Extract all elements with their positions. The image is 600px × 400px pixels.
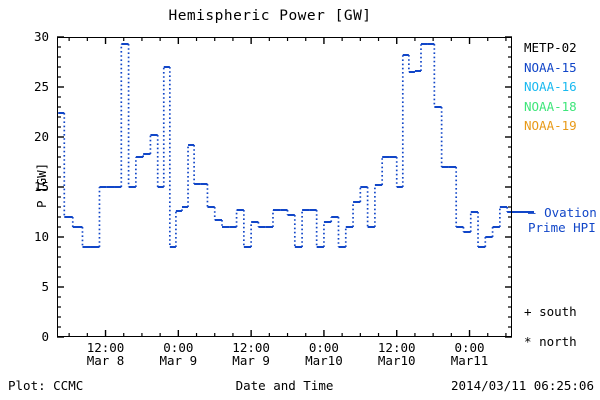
y-tick-label: 10 xyxy=(33,229,49,244)
legend-markers: + south * north xyxy=(524,297,577,357)
x-tick-date: Mar10 xyxy=(305,353,343,368)
y-tick-label: 5 xyxy=(41,279,49,294)
legend-ovation-prime: — Ovation Prime HPI xyxy=(528,205,597,235)
legend-marker-glyph: * xyxy=(524,334,540,349)
x-tick-label: 12:00 Mar10 xyxy=(357,341,437,367)
legend-entry-noaa-16: NOAA-16 xyxy=(524,79,577,95)
legend-ovation-label-line2: Prime HPI xyxy=(528,219,596,235)
legend-marker-label: north xyxy=(539,334,577,349)
data-series-group xyxy=(58,43,534,248)
plot-timestamp: 2014/03/11 06:25:06 xyxy=(451,378,594,393)
y-tick-label: 20 xyxy=(33,129,49,144)
page-title: Hemispheric Power [GW] xyxy=(168,8,372,24)
legend-entry-noaa-19: NOAA-19 xyxy=(524,118,577,134)
x-tick-date: Mar 9 xyxy=(159,353,198,368)
legend-entry-noaa-18: NOAA-18 xyxy=(524,98,577,114)
x-tick-time: 12:00 xyxy=(86,340,125,355)
x-axis-label: Date and Time xyxy=(235,378,334,393)
x-tick-date: Mar 8 xyxy=(86,353,125,368)
plot-frame: P [GW] xyxy=(34,37,512,337)
y-tick-label: 0 xyxy=(41,329,49,344)
y-tick-label: 25 xyxy=(33,79,49,94)
x-tick-label: 12:00 Mar 9 xyxy=(211,341,291,367)
plot-credit: Plot: CCMC xyxy=(8,378,84,393)
legend-entry-metp-02: METP-02 xyxy=(524,40,577,55)
x-tick-time: 0:00 xyxy=(454,340,485,355)
x-tick-time: 0:00 xyxy=(163,340,194,355)
legend-marker-label: south xyxy=(539,304,577,319)
x-tick-date: Mar 9 xyxy=(232,353,270,368)
x-tick-label: 0:00 Mar 9 xyxy=(138,341,218,367)
y-tick-label: 30 xyxy=(33,29,49,44)
legend-marker-south: + south xyxy=(524,297,577,327)
y-tick-label: 15 xyxy=(33,179,49,194)
x-tick-date: Mar11 xyxy=(450,353,489,368)
legend-marker-north: * north xyxy=(524,327,577,357)
legend-ovation-label-line1: Ovation xyxy=(544,205,597,220)
x-tick-time: 12:00 xyxy=(377,340,416,355)
legend-ovation-dash: — xyxy=(528,205,537,220)
legend-marker-glyph: + xyxy=(524,304,540,319)
legend-entry-noaa-15: NOAA-15 xyxy=(524,59,577,75)
x-tick-date: Mar10 xyxy=(377,353,416,368)
x-tick-label: 0:00 Mar10 xyxy=(284,341,364,367)
legend-satellites: METP-02 NOAA-15 NOAA-16 NOAA-18 NOAA-19 xyxy=(524,38,577,136)
x-tick-label: 12:00 Mar 8 xyxy=(66,341,146,367)
x-tick-label: 0:00 Mar11 xyxy=(430,341,510,367)
x-tick-time: 12:00 xyxy=(232,340,270,355)
x-tick-time: 0:00 xyxy=(308,340,339,355)
